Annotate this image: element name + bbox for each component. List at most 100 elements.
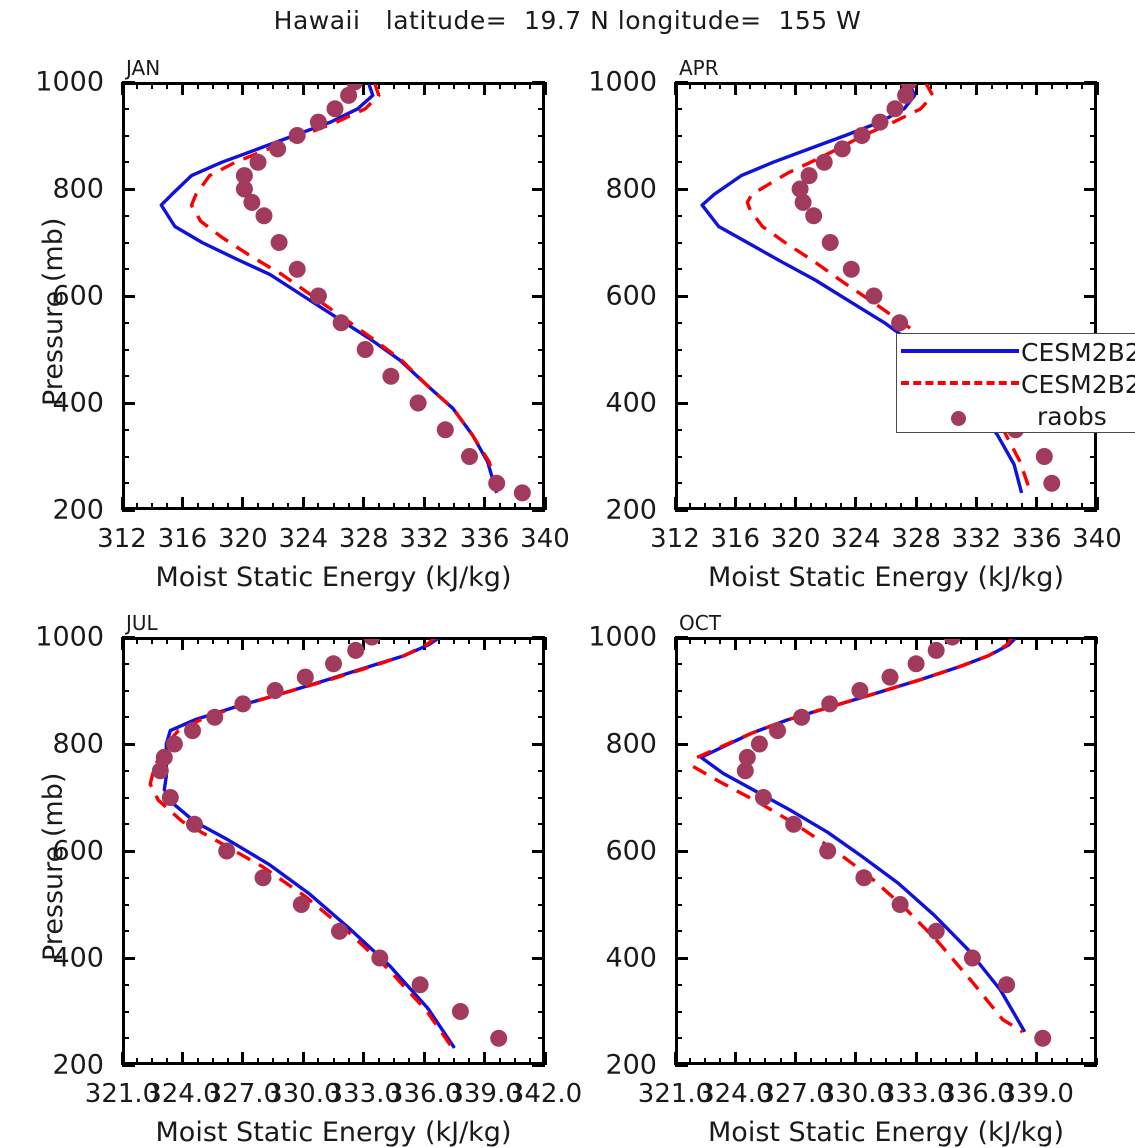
x-tick [453, 637, 456, 644]
panel-label-jul: JUL [126, 611, 158, 635]
y-tick [1084, 508, 1097, 512]
y-tick [532, 401, 545, 405]
y-tick-label: 800 [605, 728, 657, 760]
y-tick-label: 600 [52, 280, 104, 312]
x-tick [1095, 82, 1099, 95]
legend-item-raobs[interactable]: raobs [901, 399, 1135, 433]
x-tick [392, 1058, 395, 1065]
x-tick [180, 82, 184, 95]
x-tick [422, 82, 426, 95]
x-tick-label: 332 [399, 524, 449, 554]
x-tick [408, 503, 411, 510]
y-tick-label: 400 [52, 387, 104, 419]
x-tick [1005, 82, 1008, 89]
y-tick [675, 348, 682, 351]
x-tick [468, 82, 471, 89]
y-tick [675, 1010, 682, 1013]
x-tick [1035, 497, 1039, 510]
y-tick [122, 956, 135, 960]
x-tick [779, 82, 782, 89]
y-tick-label: 600 [52, 835, 104, 867]
x-tick [453, 503, 456, 510]
legend-label: CESM2B2_Oslo_ [1021, 337, 1135, 367]
x-tick [347, 503, 350, 510]
y-tick [1090, 455, 1097, 458]
y-tick [675, 823, 682, 826]
panel-label-apr: APR [679, 56, 719, 80]
x-axis-title: Moist Static Energy (kJ/kg) [708, 562, 1064, 593]
x-tick [166, 1058, 169, 1065]
x-tick [914, 82, 918, 95]
x-tick [885, 503, 887, 510]
x-tick [256, 1058, 259, 1065]
x-tick [779, 503, 782, 510]
x-tick [211, 82, 214, 89]
x-tick [749, 503, 752, 510]
x-tick [749, 82, 752, 89]
y-tick [1090, 823, 1097, 826]
legend-item-cesm2b2-oslo[interactable]: CESM2B2_Oslo_ [901, 367, 1135, 401]
x-tick [974, 82, 978, 95]
x-tick-label: 336.0 [386, 1079, 462, 1109]
x-tick [453, 82, 456, 89]
y-tick [538, 716, 545, 719]
x-tick [151, 503, 154, 510]
x-tick [498, 503, 501, 510]
x-tick [438, 1058, 441, 1065]
y-tick [122, 635, 135, 639]
x-tick [869, 637, 872, 644]
x-tick [673, 1052, 677, 1065]
x-tick-label: 339.0 [447, 1079, 522, 1109]
y-tick [122, 689, 129, 692]
x-tick [392, 82, 395, 89]
x-tick [1005, 637, 1008, 644]
x-tick [974, 637, 978, 650]
legend-item-cesm2b2-oslo[interactable]: CESM2B2_Oslo_ [901, 335, 1135, 369]
y-tick [538, 1037, 545, 1040]
y-tick [538, 1010, 545, 1013]
y-tick [675, 689, 682, 692]
x-tick [301, 82, 305, 95]
x-tick-label: 321.0 [84, 1079, 160, 1109]
x-tick [824, 82, 827, 89]
x-tick [854, 82, 858, 95]
legend-label: CESM2B2_Oslo_ [1021, 369, 1135, 399]
x-tick [483, 497, 487, 510]
x-tick [151, 82, 154, 89]
x-tick-label: 327.0 [758, 1079, 833, 1109]
y-tick-label: 200 [52, 1049, 104, 1081]
x-tick [362, 637, 366, 650]
y-tick-label: 600 [605, 280, 657, 312]
x-tick [1096, 637, 1098, 644]
x-tick [869, 82, 872, 89]
y-tick [532, 849, 545, 853]
x-tick [211, 503, 214, 510]
plot-frame [675, 82, 1097, 510]
x-tick [1020, 1058, 1023, 1065]
x-tick [1080, 1058, 1083, 1065]
x-tick [166, 637, 169, 644]
x-tick [438, 637, 441, 644]
x-tick [256, 637, 259, 644]
y-axis-title: Pressure (mb) [38, 772, 69, 961]
y-tick [1084, 742, 1097, 746]
x-tick [900, 637, 903, 644]
x-tick [839, 82, 842, 89]
x-axis-title: Moist Static Energy (kJ/kg) [155, 1117, 512, 1148]
x-tick [1020, 82, 1023, 89]
x-tick [990, 82, 993, 89]
x-tick [704, 1058, 707, 1065]
x-tick [528, 503, 531, 510]
x-tick [151, 637, 154, 644]
y-tick [122, 401, 135, 405]
x-tick [914, 1052, 918, 1065]
x-tick [839, 637, 842, 644]
x-tick [809, 503, 812, 510]
x-tick [673, 497, 677, 510]
y-tick [538, 321, 545, 324]
x-tick [839, 503, 842, 510]
x-tick [196, 637, 199, 644]
y-tick [122, 769, 129, 772]
y-tick [1084, 635, 1097, 639]
x-tick [779, 637, 782, 644]
